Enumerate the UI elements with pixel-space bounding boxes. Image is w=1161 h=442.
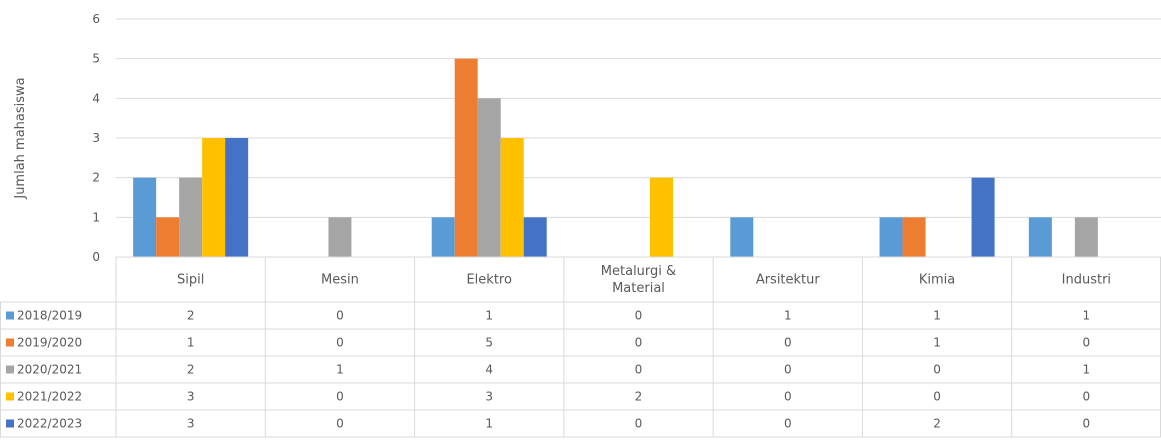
table-cell-value: 1	[933, 336, 941, 350]
table-cell-value: 5	[485, 336, 493, 350]
table-cell-value: 0	[784, 390, 792, 404]
y-axis-label: Jumlah mahasiswa	[13, 77, 28, 199]
bars	[133, 58, 1098, 257]
y-tick-label: 4	[92, 91, 100, 105]
legend-swatch-2021-2022	[6, 392, 14, 401]
table-cell-value: 1	[187, 336, 195, 350]
legend-label-2019-2020: 2019/2020	[17, 336, 82, 350]
bar-2019-2020-elektro	[454, 58, 478, 257]
data-table: Sipil Mesin Elektro Metalurgi & Material Arsi…	[0, 256, 1161, 438]
legend-swatch-2019-2020	[6, 338, 14, 347]
table-cell-value: 1	[1083, 363, 1091, 377]
table-cell-value: 1	[784, 309, 792, 323]
y-tick-label: 6	[92, 12, 100, 26]
legend-label-2022-2023: 2022/2023	[17, 417, 82, 431]
table-cell-value: 1	[1083, 309, 1091, 323]
table-cell-value: 0	[336, 336, 344, 350]
category-label: Elektro	[466, 273, 512, 288]
bar-2020-2021-industri	[1074, 217, 1098, 257]
bar-2020-2021-sipil	[179, 177, 203, 257]
legend-label-2018-2019: 2018/2019	[17, 309, 82, 323]
bar-2018-2019-sipil	[133, 177, 157, 257]
table-cell-value: 1	[933, 309, 941, 323]
legend-swatch-2020-2021	[6, 365, 14, 374]
category-label: Sipil	[177, 273, 204, 288]
bar-2022-2023-elektro	[523, 217, 547, 257]
table-cell-value: 0	[336, 309, 344, 323]
table-cell-value: 0	[784, 363, 792, 377]
table-cell-value: 3	[485, 390, 493, 404]
table-cell-value: 3	[187, 390, 195, 404]
category-label: Kimia	[919, 273, 955, 288]
table-cell-value: 0	[1083, 390, 1091, 404]
bar-2018-2019-industri	[1028, 217, 1052, 257]
table-cell-value: 0	[784, 417, 792, 431]
legend-label-2020-2021: 2020/2021	[17, 363, 82, 377]
bar-2018-2019-kimia	[879, 217, 903, 257]
table-cell-value: 0	[784, 336, 792, 350]
gridlines	[116, 18, 1161, 258]
y-axis-ticks: 0 1 2 3 4 5 6	[92, 12, 100, 264]
bar-2019-2020-kimia	[902, 217, 926, 257]
table-cell-value: 0	[933, 390, 941, 404]
table-cell-value: 0	[1083, 336, 1091, 350]
table-cell-value: 4	[485, 363, 493, 377]
bar-2021-2022-sipil	[202, 138, 226, 257]
table-cell-value: 1	[485, 309, 493, 323]
category-label: Mesin	[321, 273, 359, 288]
table-cell-value: 0	[336, 417, 344, 431]
table-cell-value: 2	[635, 390, 643, 404]
table-cell-value: 2	[187, 309, 195, 323]
table-cell-value: 0	[635, 309, 643, 323]
category-label: Industri	[1062, 273, 1111, 288]
category-label: Material	[612, 281, 665, 296]
category-label: Metalurgi &	[601, 264, 676, 279]
bar-2022-2023-kimia	[971, 177, 995, 257]
bar-2020-2021-mesin	[328, 217, 352, 257]
table-cell-value: 0	[635, 336, 643, 350]
table-cell-value: 1	[336, 363, 344, 377]
table-cell-value: 1	[485, 417, 493, 431]
y-tick-label: 1	[92, 210, 100, 224]
y-tick-label: 3	[92, 131, 100, 145]
y-tick-label: 2	[92, 171, 100, 185]
table-cell-value: 0	[1083, 417, 1091, 431]
legend-swatch-2022-2023	[6, 419, 14, 428]
legend-swatch-2018-2019	[6, 311, 14, 320]
table-cell-value: 0	[933, 363, 941, 377]
category-label: Arsitektur	[756, 273, 821, 288]
y-tick-label: 5	[92, 52, 100, 66]
bar-2022-2023-sipil	[225, 138, 249, 257]
table-cell-value: 0	[635, 363, 643, 377]
bar-2018-2019-arsitektur	[730, 217, 754, 257]
y-tick-label: 0	[92, 250, 100, 264]
table-cell-value: 0	[336, 390, 344, 404]
bar-2021-2022-metalurgi-material	[650, 177, 673, 257]
bar-2020-2021-elektro	[477, 98, 501, 257]
table-cell-value: 3	[187, 417, 195, 431]
table-cell-value: 2	[933, 417, 941, 431]
legend-label-2021-2022: 2021/2022	[17, 390, 82, 404]
table-cell-value: 2	[187, 363, 195, 377]
bar-2018-2019-elektro	[431, 217, 455, 257]
table-cell-value: 0	[635, 417, 643, 431]
bar-2021-2022-elektro	[500, 138, 524, 257]
bar-2019-2020-sipil	[156, 217, 180, 257]
